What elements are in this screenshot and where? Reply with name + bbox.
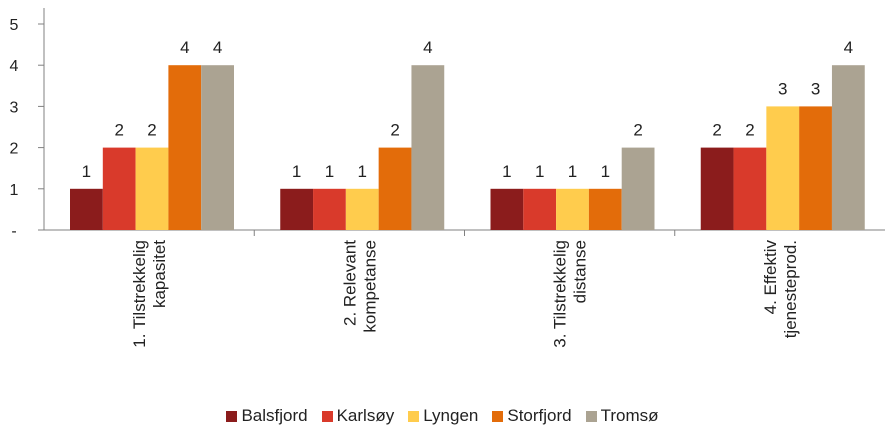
data-label: 2 (712, 121, 721, 140)
bar (766, 106, 800, 230)
legend-item: Storfjord (492, 406, 572, 426)
x-tick-label: 1. Tilstrekkelig kapasitet (130, 240, 169, 348)
x-tick-label: 2. Relevant kompetanse (340, 240, 379, 333)
legend-label: Tromsø (600, 406, 659, 425)
bar (831, 65, 865, 230)
data-label: 2 (745, 121, 754, 140)
bar-chart: - 1 2 3 4 5 1 2 2 4 4 1. Tilstrekkelig kapasitet 1 1 1 2… (10, 8, 885, 348)
data-label: 2 (633, 121, 642, 140)
x-tick-label: 3. Tilstrekkelig distanse (551, 240, 590, 348)
bar (201, 65, 234, 230)
data-label: 1 (502, 162, 511, 181)
y-tick-label: 5 (10, 17, 19, 34)
legend-swatch (408, 410, 420, 422)
data-label: 4 (180, 38, 189, 57)
y-tick-label: 3 (10, 99, 19, 116)
data-label: 1 (292, 162, 301, 181)
legend-swatch (585, 410, 597, 422)
legend-label: Karlsøy (336, 406, 395, 425)
data-label: 4 (213, 38, 222, 57)
bar (523, 188, 557, 230)
data-label: 2 (390, 121, 399, 140)
legend-label: Balsfjord (241, 406, 308, 425)
x-tick-label-line: tjenesteprod. (781, 240, 800, 338)
bar (490, 188, 524, 230)
data-label: 1 (82, 162, 91, 181)
bar (378, 147, 412, 230)
x-tick-label-line: kapasitet (150, 240, 169, 308)
bar (411, 65, 445, 230)
x-tick-label-line: kompetanse (360, 240, 379, 333)
bar (700, 147, 734, 230)
x-tick-label-line: 3. Tilstrekkelig (551, 240, 570, 348)
data-label: 3 (811, 79, 820, 98)
x-tick-label: 4. Effektiv tjenesteprod. (761, 240, 800, 339)
legend-swatch (492, 410, 504, 422)
data-label: 3 (778, 79, 787, 98)
data-label: 4 (844, 38, 853, 57)
data-label: 4 (423, 38, 432, 57)
legend-item: Tromsø (585, 406, 659, 426)
bar (799, 106, 832, 230)
bar (102, 147, 136, 230)
x-tick-label-line: distanse (571, 240, 590, 303)
bar (135, 147, 169, 230)
legend-item: Karlsøy (321, 406, 395, 426)
bar (345, 188, 379, 230)
data-label: 1 (535, 162, 544, 181)
bar (556, 188, 589, 230)
bar (733, 147, 767, 230)
x-tick-label-line: 4. Effektiv (761, 240, 780, 315)
legend-item: Lyngen (408, 406, 478, 426)
bar (621, 147, 655, 230)
y-tick-label: 2 (10, 141, 19, 158)
y-tick-label: 4 (10, 58, 19, 75)
legend-label: Storfjord (507, 406, 572, 425)
legend-swatch (226, 410, 238, 422)
data-label: 1 (601, 162, 610, 181)
data-label: 1 (325, 162, 334, 181)
x-tick-label-line: 1. Tilstrekkelig (130, 240, 149, 348)
data-label: 2 (147, 121, 156, 140)
x-tick-label-line: 2. Relevant (340, 240, 359, 326)
y-tick-label: 1 (10, 182, 19, 199)
legend-label: Lyngen (423, 406, 479, 425)
legend-swatch (321, 410, 333, 422)
chart-legend: Balsfjord Karlsøy Lyngen Storfjord Tromsø (0, 404, 885, 428)
bar (313, 188, 346, 230)
legend-item: Balsfjord (226, 406, 308, 426)
y-tick-label: - (11, 223, 16, 240)
data-label: 1 (358, 162, 367, 181)
bar (168, 65, 202, 230)
bar (70, 188, 103, 230)
data-label: 2 (114, 121, 123, 140)
bar (588, 188, 622, 230)
bar (280, 188, 314, 230)
data-label: 1 (568, 162, 577, 181)
